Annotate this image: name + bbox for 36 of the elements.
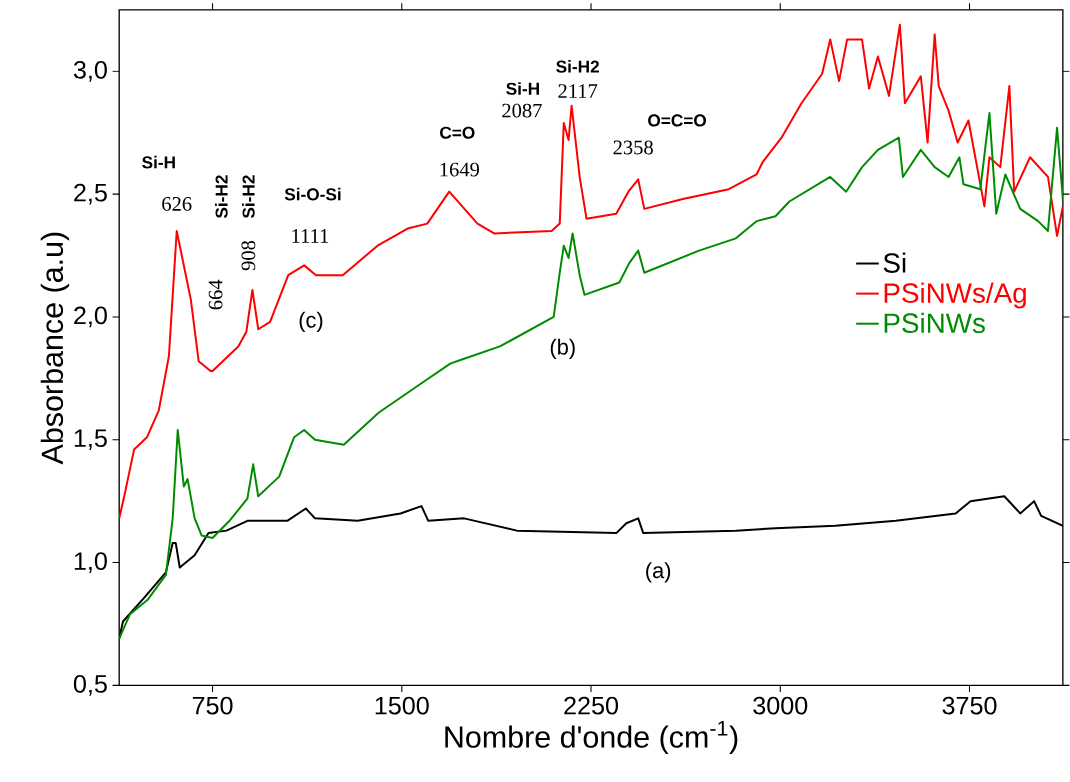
y-tick-label: 3,0 [73, 61, 107, 82]
annotation: 664 [208, 279, 223, 310]
annotation: Si-H [142, 156, 175, 169]
y-tick-label: 1,0 [74, 552, 107, 574]
y-axis-title: Absorbance (a.u) [40, 232, 70, 465]
annotation: 908 [241, 241, 256, 271]
x-tick-label: 2250 [564, 696, 619, 715]
annotation: 2087 [502, 103, 542, 118]
y-tick-label: 1,5 [74, 429, 107, 451]
x-tick-label: 1500 [375, 696, 429, 715]
y-tick-label: 2,0 [74, 306, 107, 328]
annotation: (c) [299, 311, 323, 333]
annotation: Si-H2 [556, 60, 599, 73]
annotation: (b) [550, 338, 575, 360]
annotation: C=O [440, 126, 475, 139]
annotation: 626 [162, 197, 192, 211]
legend-label: PSiNWs [884, 312, 985, 334]
annotation: Si-H [506, 82, 539, 95]
annotation: 2117 [558, 84, 598, 98]
x-tick-label: 3000 [753, 696, 808, 715]
x-tick-label: 3750 [942, 696, 997, 715]
y-tick-label: 0,5 [73, 675, 107, 696]
annotation: Si-H2 [242, 175, 255, 219]
annotation: Si-O-Si [284, 187, 341, 201]
annotation: 1649 [440, 162, 479, 177]
annotation: Si-H2 [215, 175, 228, 219]
line-series [119, 23, 1063, 520]
annotation: O=C=O [648, 114, 707, 127]
legend-label: PSiNWs/Ag [884, 282, 1026, 309]
x-axis-title: Nombre d'onde (cm$^{-1}$) [445, 721, 738, 755]
annotation: 1111 [292, 229, 329, 243]
x-tick-label: 750 [192, 696, 233, 715]
annotation: (a) [646, 562, 671, 583]
legend-label: Si [883, 252, 906, 273]
y-tick-label: 2,5 [74, 183, 107, 205]
annotation: 2358 [613, 140, 653, 155]
